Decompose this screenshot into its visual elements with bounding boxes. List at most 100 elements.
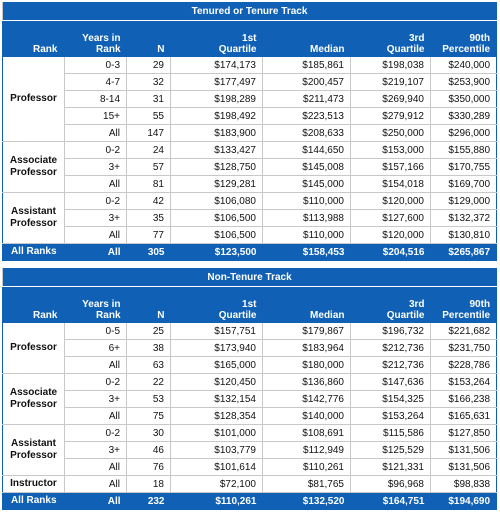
cell: $208,633 [262, 124, 351, 142]
cell: $144,650 [262, 141, 351, 159]
data-table: Non-Tenure Track Rank Years in Rank N 1st Quar… [1, 268, 498, 510]
rank-label: Associate Professor [2, 141, 65, 193]
column-header: Rank [2, 286, 65, 323]
rank-label: Professor [2, 57, 65, 142]
cell: $153,000 [350, 141, 431, 159]
header-row: Rank Years in Rank N 1st Quartile Median 3rd Qua… [2, 20, 497, 57]
cell: $330,289 [429, 107, 497, 125]
header-line: Percentile [442, 44, 491, 55]
header-row: Rank Years in Rank N 1st Quartile Median 3rd Qua… [2, 286, 497, 323]
cell: 31 [126, 90, 171, 108]
cell: $113,988 [262, 209, 351, 227]
cell: $179,867 [262, 323, 351, 340]
cell: $269,940 [350, 90, 431, 108]
data-row: 3+ 46 $103,779 $112,949 $125,529 $131,506 [3, 441, 497, 459]
cell: All [64, 492, 127, 510]
data-row: All 76 $101,614 $110,261 $121,331 $131,506 [3, 458, 497, 476]
cell: 57 [126, 158, 171, 176]
cell: $115,586 [350, 424, 431, 442]
column-header: 3rd Quartile [350, 20, 431, 57]
cell: $177,497 [170, 73, 263, 91]
rank-label: Assistant Professor [2, 192, 65, 244]
cell: $166,238 [429, 390, 497, 408]
cell: 3+ [64, 441, 127, 459]
cell: $174,173 [170, 57, 263, 74]
header-line: Median [310, 44, 345, 55]
cell: 0-5 [64, 323, 127, 340]
cell: $173,940 [170, 339, 263, 357]
data-row: All 77 $106,500 $110,000 $120,000 $130,810 [3, 226, 497, 244]
column-header: Median [262, 286, 351, 323]
header-line: 90th [469, 299, 491, 310]
header-line: Median [310, 310, 345, 321]
data-row: Associate Professor 0-2 24 $133,427 $144,650… [2, 141, 497, 193]
header-line: Quartile [218, 44, 257, 55]
header-line: Quartile [218, 310, 257, 321]
cell: $110,000 [262, 192, 351, 210]
cell: $153,264 [429, 373, 497, 391]
rank-label: Instructor [2, 475, 65, 493]
cell: $250,000 [350, 124, 431, 142]
column-header: 90th Percentile [430, 286, 497, 323]
cell: $153,264 [350, 407, 431, 425]
cell: 3+ [64, 158, 127, 176]
cell: $142,776 [262, 390, 351, 408]
cell: $131,506 [429, 458, 497, 476]
cell: $350,000 [429, 90, 497, 108]
data-row: All 63 $165,000 $180,000 $212,736 $228,786 [3, 356, 497, 374]
data-row: All 81 $129,281 $145,000 $154,018 $169,700 [3, 175, 497, 193]
header-line: Years in [82, 33, 121, 44]
cell: $123,500 [170, 243, 263, 261]
cell: $72,100 [170, 475, 263, 493]
cell: $253,900 [429, 73, 497, 91]
cell: 22 [126, 373, 171, 391]
cell: $106,080 [170, 192, 263, 210]
cell: 77 [126, 226, 171, 244]
cell: All [64, 356, 127, 374]
cell: 3+ [64, 209, 127, 227]
data-row: Professor 0-5 25 $157,751 $179,867 $196,732 $2… [2, 323, 497, 374]
cell: 305 [126, 243, 171, 261]
cell: All [64, 407, 127, 425]
cell: $129,000 [429, 192, 497, 210]
header-line: 3rd [408, 299, 425, 310]
data-row: 4-7 32 $177,497 $200,457 $219,107 $253,900 [3, 73, 497, 91]
cell: $108,691 [262, 424, 351, 442]
cell: $204,516 [350, 243, 431, 261]
cell: $240,000 [429, 57, 497, 74]
header-line: Quartile [386, 44, 425, 55]
cell: $145,000 [262, 175, 351, 193]
cell: $223,513 [262, 107, 351, 125]
data-row: 3+ 53 $132,154 $142,776 $154,325 $166,238 [3, 390, 497, 408]
cell: 8-14 [64, 90, 127, 108]
cell: $120,000 [350, 226, 431, 244]
cell: $169,700 [429, 175, 497, 193]
data-row: Assistant Professor 0-2 30 $101,000 $108,691… [2, 424, 497, 476]
cell: $145,008 [262, 158, 351, 176]
header-line: 90th [469, 33, 491, 44]
header-line: Quartile [386, 310, 425, 321]
cell: $127,600 [350, 209, 431, 227]
rank-label: Professor [2, 323, 65, 374]
cell: $200,457 [262, 73, 351, 91]
cell: $98,838 [429, 475, 497, 493]
column-header: 3rd Quartile [350, 286, 431, 323]
cell: 63 [126, 356, 171, 374]
data-row: 15+ 55 $198,492 $223,513 $279,912 $330,289 [3, 107, 497, 125]
header-line: Rank [33, 310, 58, 321]
cell: $106,500 [170, 209, 263, 227]
cell: 42 [126, 192, 171, 210]
cell: $221,682 [429, 323, 497, 340]
cell: 25 [126, 323, 171, 340]
cell: 75 [126, 407, 171, 425]
cell: $147,636 [350, 373, 431, 391]
cell: $132,154 [170, 390, 263, 408]
cell: $120,000 [350, 192, 431, 210]
cell: All [64, 458, 127, 476]
cell: $106,500 [170, 226, 263, 244]
cell: $165,631 [429, 407, 497, 425]
column-header: Years in Rank [64, 20, 127, 57]
cell: 0-2 [64, 192, 127, 210]
cell: $103,779 [170, 441, 263, 459]
cell: $125,529 [350, 441, 431, 459]
